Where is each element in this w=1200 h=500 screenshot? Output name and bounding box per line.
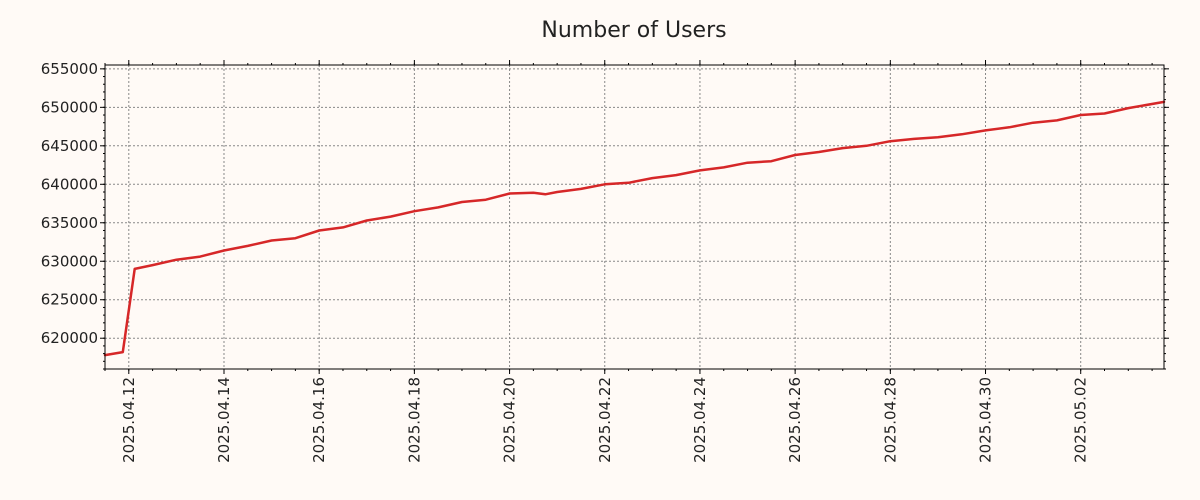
x-tick-label: 2025.04.26 xyxy=(786,377,804,463)
y-tick-label: 635000 xyxy=(41,214,98,232)
y-tick-label: 625000 xyxy=(41,291,98,309)
series-group xyxy=(103,100,1166,357)
y-tick-label: 630000 xyxy=(41,252,98,270)
x-tick-label: 2025.04.14 xyxy=(215,377,233,463)
x-tick-label: 2025.04.22 xyxy=(596,377,614,463)
y-tick-label: 620000 xyxy=(41,329,98,347)
x-tick-label: 2025.04.16 xyxy=(310,377,328,463)
y-tick-label: 645000 xyxy=(41,137,98,155)
y-tick-label: 640000 xyxy=(41,175,98,193)
x-tick-label: 2025.05.02 xyxy=(1072,377,1090,463)
chart-title: Number of Users xyxy=(541,18,726,43)
x-axis: 2025.04.12 2025.04.14 2025.04.16 2025.04.18… xyxy=(104,60,1153,463)
y-tick-label: 655000 xyxy=(41,60,98,78)
plot-frame xyxy=(104,64,1165,370)
grid-lines xyxy=(105,65,1164,369)
y-tick-label: 650000 xyxy=(41,98,98,116)
x-tick-label: 2025.04.24 xyxy=(691,377,709,463)
x-tick-label: 2025.04.12 xyxy=(120,377,138,463)
x-tick-label: 2025.04.30 xyxy=(977,377,995,463)
x-tick-label: 2025.04.20 xyxy=(501,377,519,463)
x-tick-label: 2025.04.28 xyxy=(881,377,899,463)
y-axis: 620000 625000 630000 635000 640000 645000 6500… xyxy=(41,60,1169,370)
series-line-0 xyxy=(103,100,1166,357)
x-tick-label: 2025.04.18 xyxy=(405,377,423,463)
